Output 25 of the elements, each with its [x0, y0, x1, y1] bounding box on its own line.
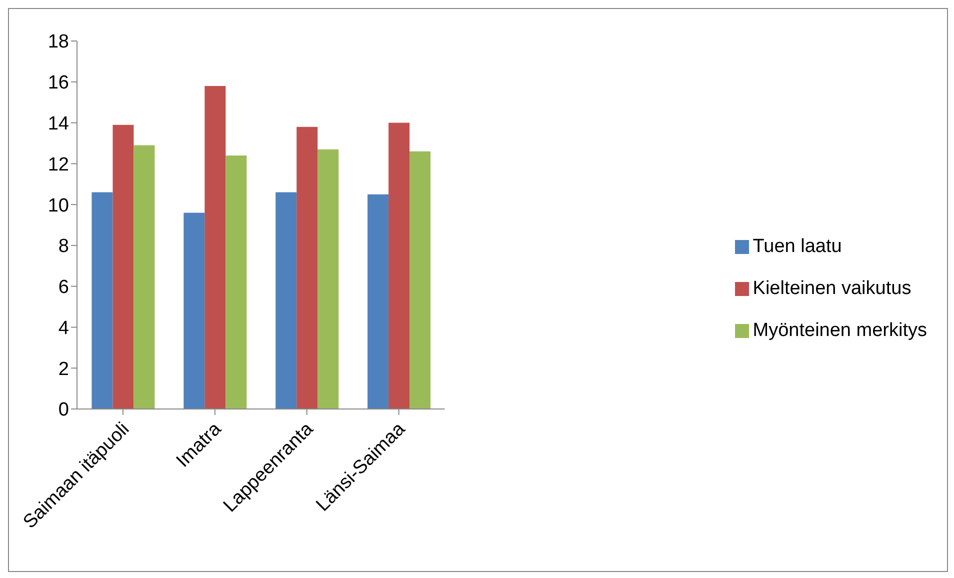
- bar: [410, 151, 431, 409]
- y-tick-label: 8: [58, 236, 69, 258]
- bar: [388, 122, 410, 409]
- bar: [134, 145, 155, 409]
- bar: [276, 192, 297, 409]
- legend-label: Kielteinen vaikutus: [752, 278, 912, 299]
- y-tick-label: 0: [58, 400, 69, 421]
- bar: [112, 124, 134, 409]
- y-tick-label: 10: [48, 195, 69, 216]
- bar: [296, 126, 318, 409]
- y-tick-label: 16: [48, 72, 69, 94]
- y-tick-label: 4: [58, 318, 70, 339]
- y-tick-label: 12: [48, 154, 69, 176]
- y-tick-label: 18: [48, 32, 69, 53]
- y-tick-label: 2: [58, 358, 69, 380]
- legend-label: Tuen laatu: [752, 236, 842, 257]
- bar: [184, 212, 205, 409]
- y-tick-label: 14: [48, 114, 70, 135]
- bar: [318, 149, 339, 409]
- bar: [92, 192, 113, 409]
- y-tick-label: 6: [58, 277, 69, 298]
- bar: [204, 86, 226, 409]
- bar: [226, 155, 247, 409]
- bar: [368, 194, 389, 409]
- legend-label: Myönteinen merkitys: [752, 320, 927, 341]
